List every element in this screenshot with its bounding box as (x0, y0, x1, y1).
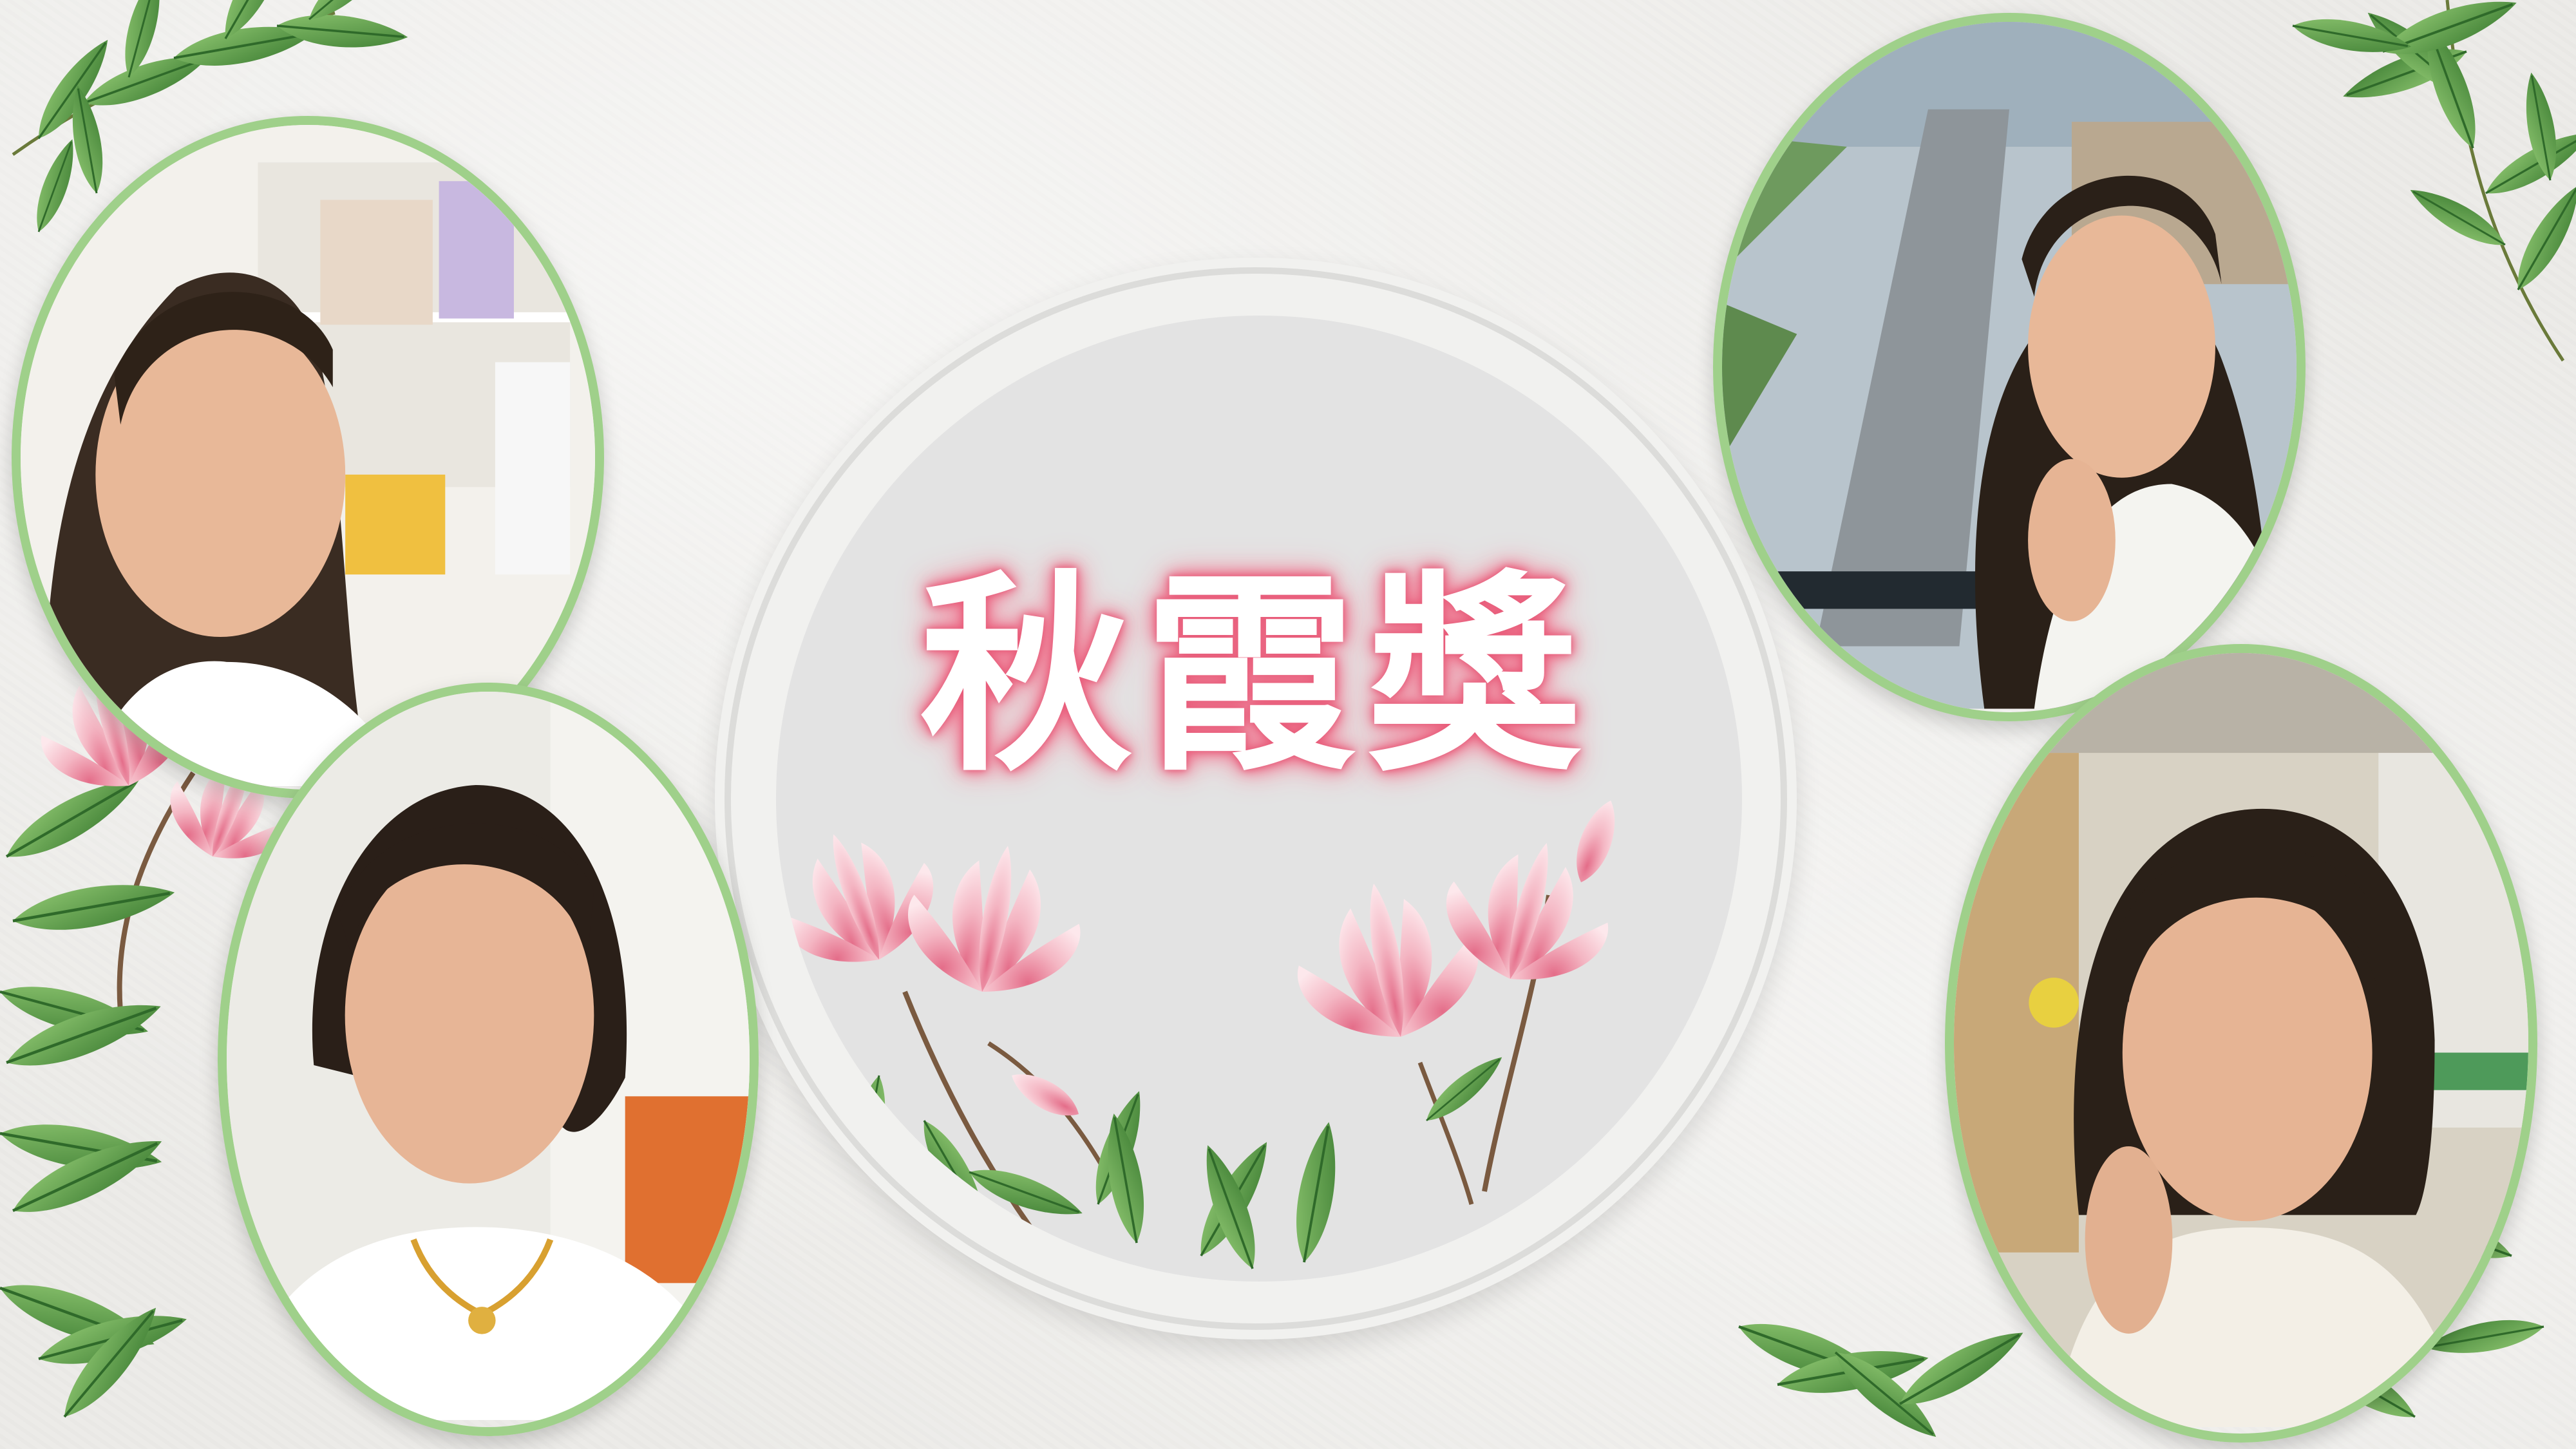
blossom-branch-left (0, 645, 305, 1429)
portrait-photo-bottom-left (227, 692, 750, 1420)
top-right-portrait (1713, 13, 2306, 721)
portrait-photo-top-right (1722, 22, 2297, 709)
disc-magnolia-decoration (776, 795, 1627, 1282)
leaf-cluster-top-right (2289, 0, 2576, 362)
disc-bottom-leaves (1186, 1117, 1347, 1276)
magnolia-branch-right (1283, 795, 1627, 1205)
portrait-photo-top-left (21, 125, 595, 787)
bottom-right-portrait (1945, 644, 2537, 1443)
center-disc (776, 316, 1742, 1282)
magnolia-branch-left (776, 807, 1154, 1282)
bottom-left-portrait (218, 683, 759, 1436)
page-title: 秋霞獎 (920, 553, 1592, 800)
portrait-photo-bottom-right (1954, 653, 2528, 1428)
